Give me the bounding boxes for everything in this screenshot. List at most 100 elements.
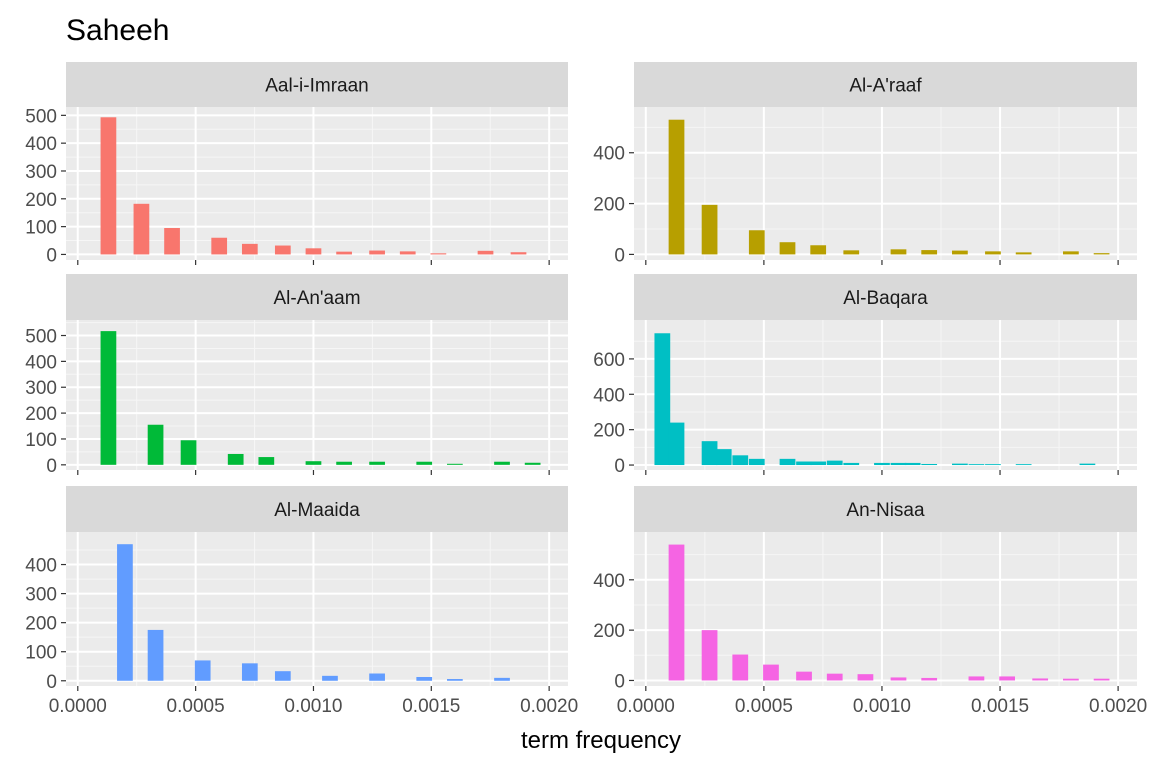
facet-strip-label: Al-Maaida	[274, 500, 360, 521]
histogram-bar	[447, 463, 463, 465]
histogram-bar	[399, 251, 416, 255]
histogram-bar	[1063, 678, 1079, 681]
panel-background	[634, 532, 1137, 686]
histogram-bar	[763, 664, 779, 681]
histogram-bar	[779, 242, 796, 255]
histogram-bar	[305, 461, 322, 465]
histogram-bar	[654, 333, 671, 466]
y-tick-label: 0	[46, 245, 57, 266]
facet-strip	[66, 274, 568, 320]
histogram-bar	[1015, 464, 1032, 466]
histogram-bar	[968, 676, 985, 681]
y-tick-label: 0	[46, 456, 57, 477]
y-tick-label: 400	[25, 134, 57, 155]
histogram-bar	[732, 654, 749, 681]
facet-strip-label: Al-A'raaf	[849, 76, 922, 97]
x-tick-label: 0.0015	[402, 696, 460, 717]
x-tick-label: 0.0010	[853, 696, 911, 717]
histogram-bar	[810, 245, 827, 255]
x-tick-label: 0.0000	[617, 696, 675, 717]
y-tick-label: 400	[25, 556, 57, 577]
histogram-bar	[826, 460, 843, 466]
histogram-bar	[890, 462, 907, 466]
chart-title: Saheeh	[66, 14, 169, 47]
y-tick-label: 100	[25, 430, 57, 451]
facet-panel-aal-i-imraan: Aal-i-Imraan 0 100 200 300 400 500	[25, 62, 568, 266]
histogram-bar	[100, 117, 117, 255]
facet-strip	[634, 486, 1137, 532]
histogram-bar	[701, 630, 718, 681]
histogram-bar	[952, 463, 968, 466]
histogram-bar	[985, 251, 1001, 255]
histogram-bar	[796, 671, 812, 681]
histogram-bar	[258, 457, 275, 465]
y-tick-label: 0	[614, 245, 625, 266]
histogram-bar	[1093, 253, 1110, 255]
histogram-bar	[668, 422, 685, 466]
y-tick-label: 500	[25, 106, 57, 127]
histogram-bar	[810, 461, 827, 466]
histogram-bar	[322, 675, 338, 681]
y-tick-label: 100	[25, 643, 57, 664]
facet-strip	[634, 62, 1137, 107]
histogram-bar	[748, 458, 765, 466]
x-tick-label: 0.0020	[1089, 696, 1147, 717]
y-tick-label: 100	[25, 218, 57, 239]
histogram-bar	[1032, 678, 1049, 681]
x-tick-label: 0.0010	[284, 696, 342, 717]
y-tick-label: 400	[593, 385, 625, 406]
histogram-bar	[890, 677, 907, 681]
y-tick-label: 200	[593, 621, 625, 642]
histogram-bar	[524, 462, 541, 465]
histogram-bar	[336, 461, 352, 465]
histogram-bar	[732, 455, 749, 466]
y-tick-label: 200	[25, 404, 57, 425]
histogram-bar	[843, 462, 860, 466]
histogram-bar	[369, 673, 385, 681]
histogram-bar	[701, 204, 718, 255]
histogram-bar	[147, 424, 164, 465]
y-tick-label: 200	[593, 195, 625, 216]
histogram-bar	[748, 230, 765, 255]
y-tick-label: 400	[593, 144, 625, 165]
y-tick-label: 500	[25, 327, 57, 348]
panel-background	[66, 320, 568, 470]
histogram-bar	[826, 673, 843, 681]
y-tick-label: 300	[25, 585, 57, 606]
y-tick-label: 300	[25, 378, 57, 399]
histogram-bar	[874, 462, 890, 466]
facet-strip-label: Al-Baqara	[843, 288, 928, 309]
histogram-bar	[510, 252, 527, 255]
panel-background	[634, 107, 1137, 260]
facet-strip	[634, 274, 1137, 320]
y-tick-label: 200	[25, 190, 57, 211]
x-tick-label: 0.0015	[971, 696, 1029, 717]
histogram-bar	[701, 441, 718, 466]
histogram-bar	[668, 544, 685, 681]
histogram-bar	[796, 461, 812, 466]
histogram-bar	[1063, 251, 1079, 255]
histogram-bar	[904, 462, 921, 466]
y-tick-label: 400	[25, 352, 57, 373]
histogram-bar	[968, 464, 985, 466]
y-tick-label: 200	[25, 614, 57, 635]
histogram-bar	[779, 458, 796, 466]
histogram-bar	[117, 544, 133, 681]
facet-panel-al-a-raaf: Al-A'raaf 0 200 400	[593, 62, 1137, 266]
histogram-bar	[921, 677, 938, 681]
x-tick-label: 0.0005	[735, 696, 793, 717]
histogram-bar	[416, 461, 433, 465]
y-tick-label: 0	[614, 671, 625, 692]
facet-strip-label: Al-An'aam	[273, 288, 360, 309]
x-tick-label: 0.0000	[49, 696, 107, 717]
y-tick-label: 200	[593, 421, 625, 442]
histogram-bar	[843, 250, 860, 255]
histogram-bar	[477, 250, 494, 255]
histogram-bar	[369, 461, 385, 465]
x-tick-label: 0.0020	[520, 696, 578, 717]
histogram-bar	[857, 674, 874, 681]
y-tick-label: 0	[614, 456, 625, 477]
facet-strip-label: An-Nisaa	[846, 500, 925, 521]
histogram-bar	[921, 463, 938, 466]
